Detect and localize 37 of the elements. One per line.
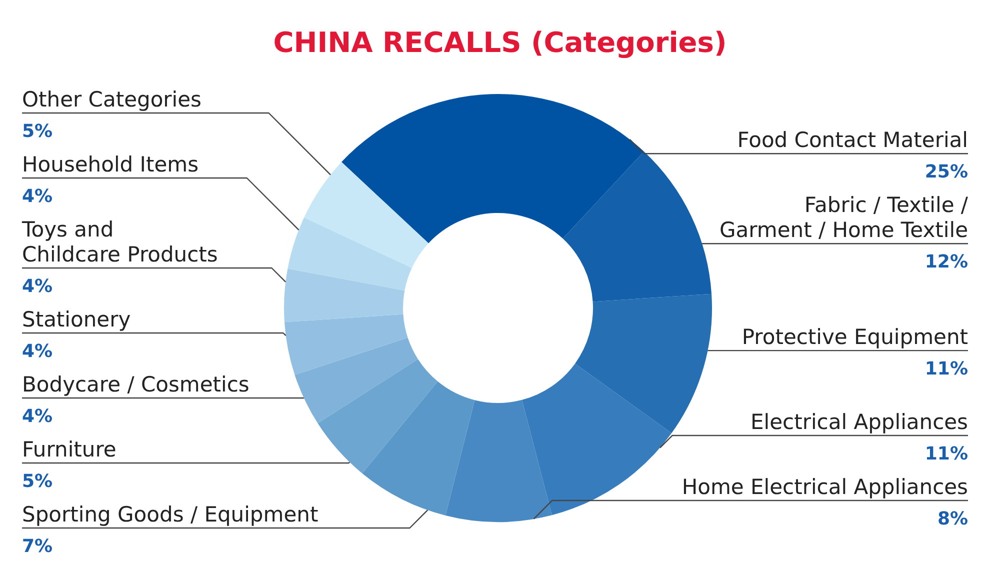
slice-label: Stationery (22, 307, 131, 332)
data-label: 5% (22, 471, 53, 492)
data-label: 11% (924, 358, 968, 380)
data-label: 5% (22, 121, 53, 142)
slice-label: Bodycare / Cosmetics (22, 372, 250, 396)
donut-slice (284, 268, 405, 322)
slice-label: Other Categories (22, 87, 202, 112)
slice-label: Furniture (22, 437, 116, 462)
slice-label: Toys and Childcare Products (21, 217, 218, 266)
slice-label: Home Electrical Appliances (682, 474, 968, 499)
chart-title: CHINA RECALLS (Categories) (273, 26, 727, 59)
slice-label: Sporting Goods / Equipment (22, 502, 318, 526)
slice-label: Electrical Appliances (750, 410, 968, 434)
donut-slice (575, 294, 712, 434)
donut-slice (318, 359, 438, 474)
data-label: 7% (22, 536, 53, 557)
data-label: 4% (22, 186, 53, 207)
donut-slice (341, 94, 644, 244)
slice-label: Fabric / Textile / Garment / Home Textile (719, 193, 969, 242)
donut-slice (522, 364, 672, 516)
data-label: 4% (22, 341, 53, 362)
donut-slice (562, 151, 712, 302)
donut-slice (284, 314, 408, 375)
data-label: 12% (924, 252, 968, 273)
donut-slice (294, 338, 418, 424)
data-label: 4% (22, 276, 53, 297)
data-label: 25% (924, 162, 968, 183)
data-label: 4% (22, 406, 53, 427)
donut-slice (362, 381, 475, 516)
slice-label: Household Items (22, 152, 199, 176)
slice-label: Food Contact Material (737, 128, 968, 152)
donut-slice (446, 400, 552, 522)
donut-slice (304, 162, 429, 268)
data-label: 8% (937, 508, 968, 530)
slice-label: Protective Equipment (742, 324, 968, 349)
data-label: 11% (924, 443, 968, 464)
donut-slice (288, 218, 412, 291)
